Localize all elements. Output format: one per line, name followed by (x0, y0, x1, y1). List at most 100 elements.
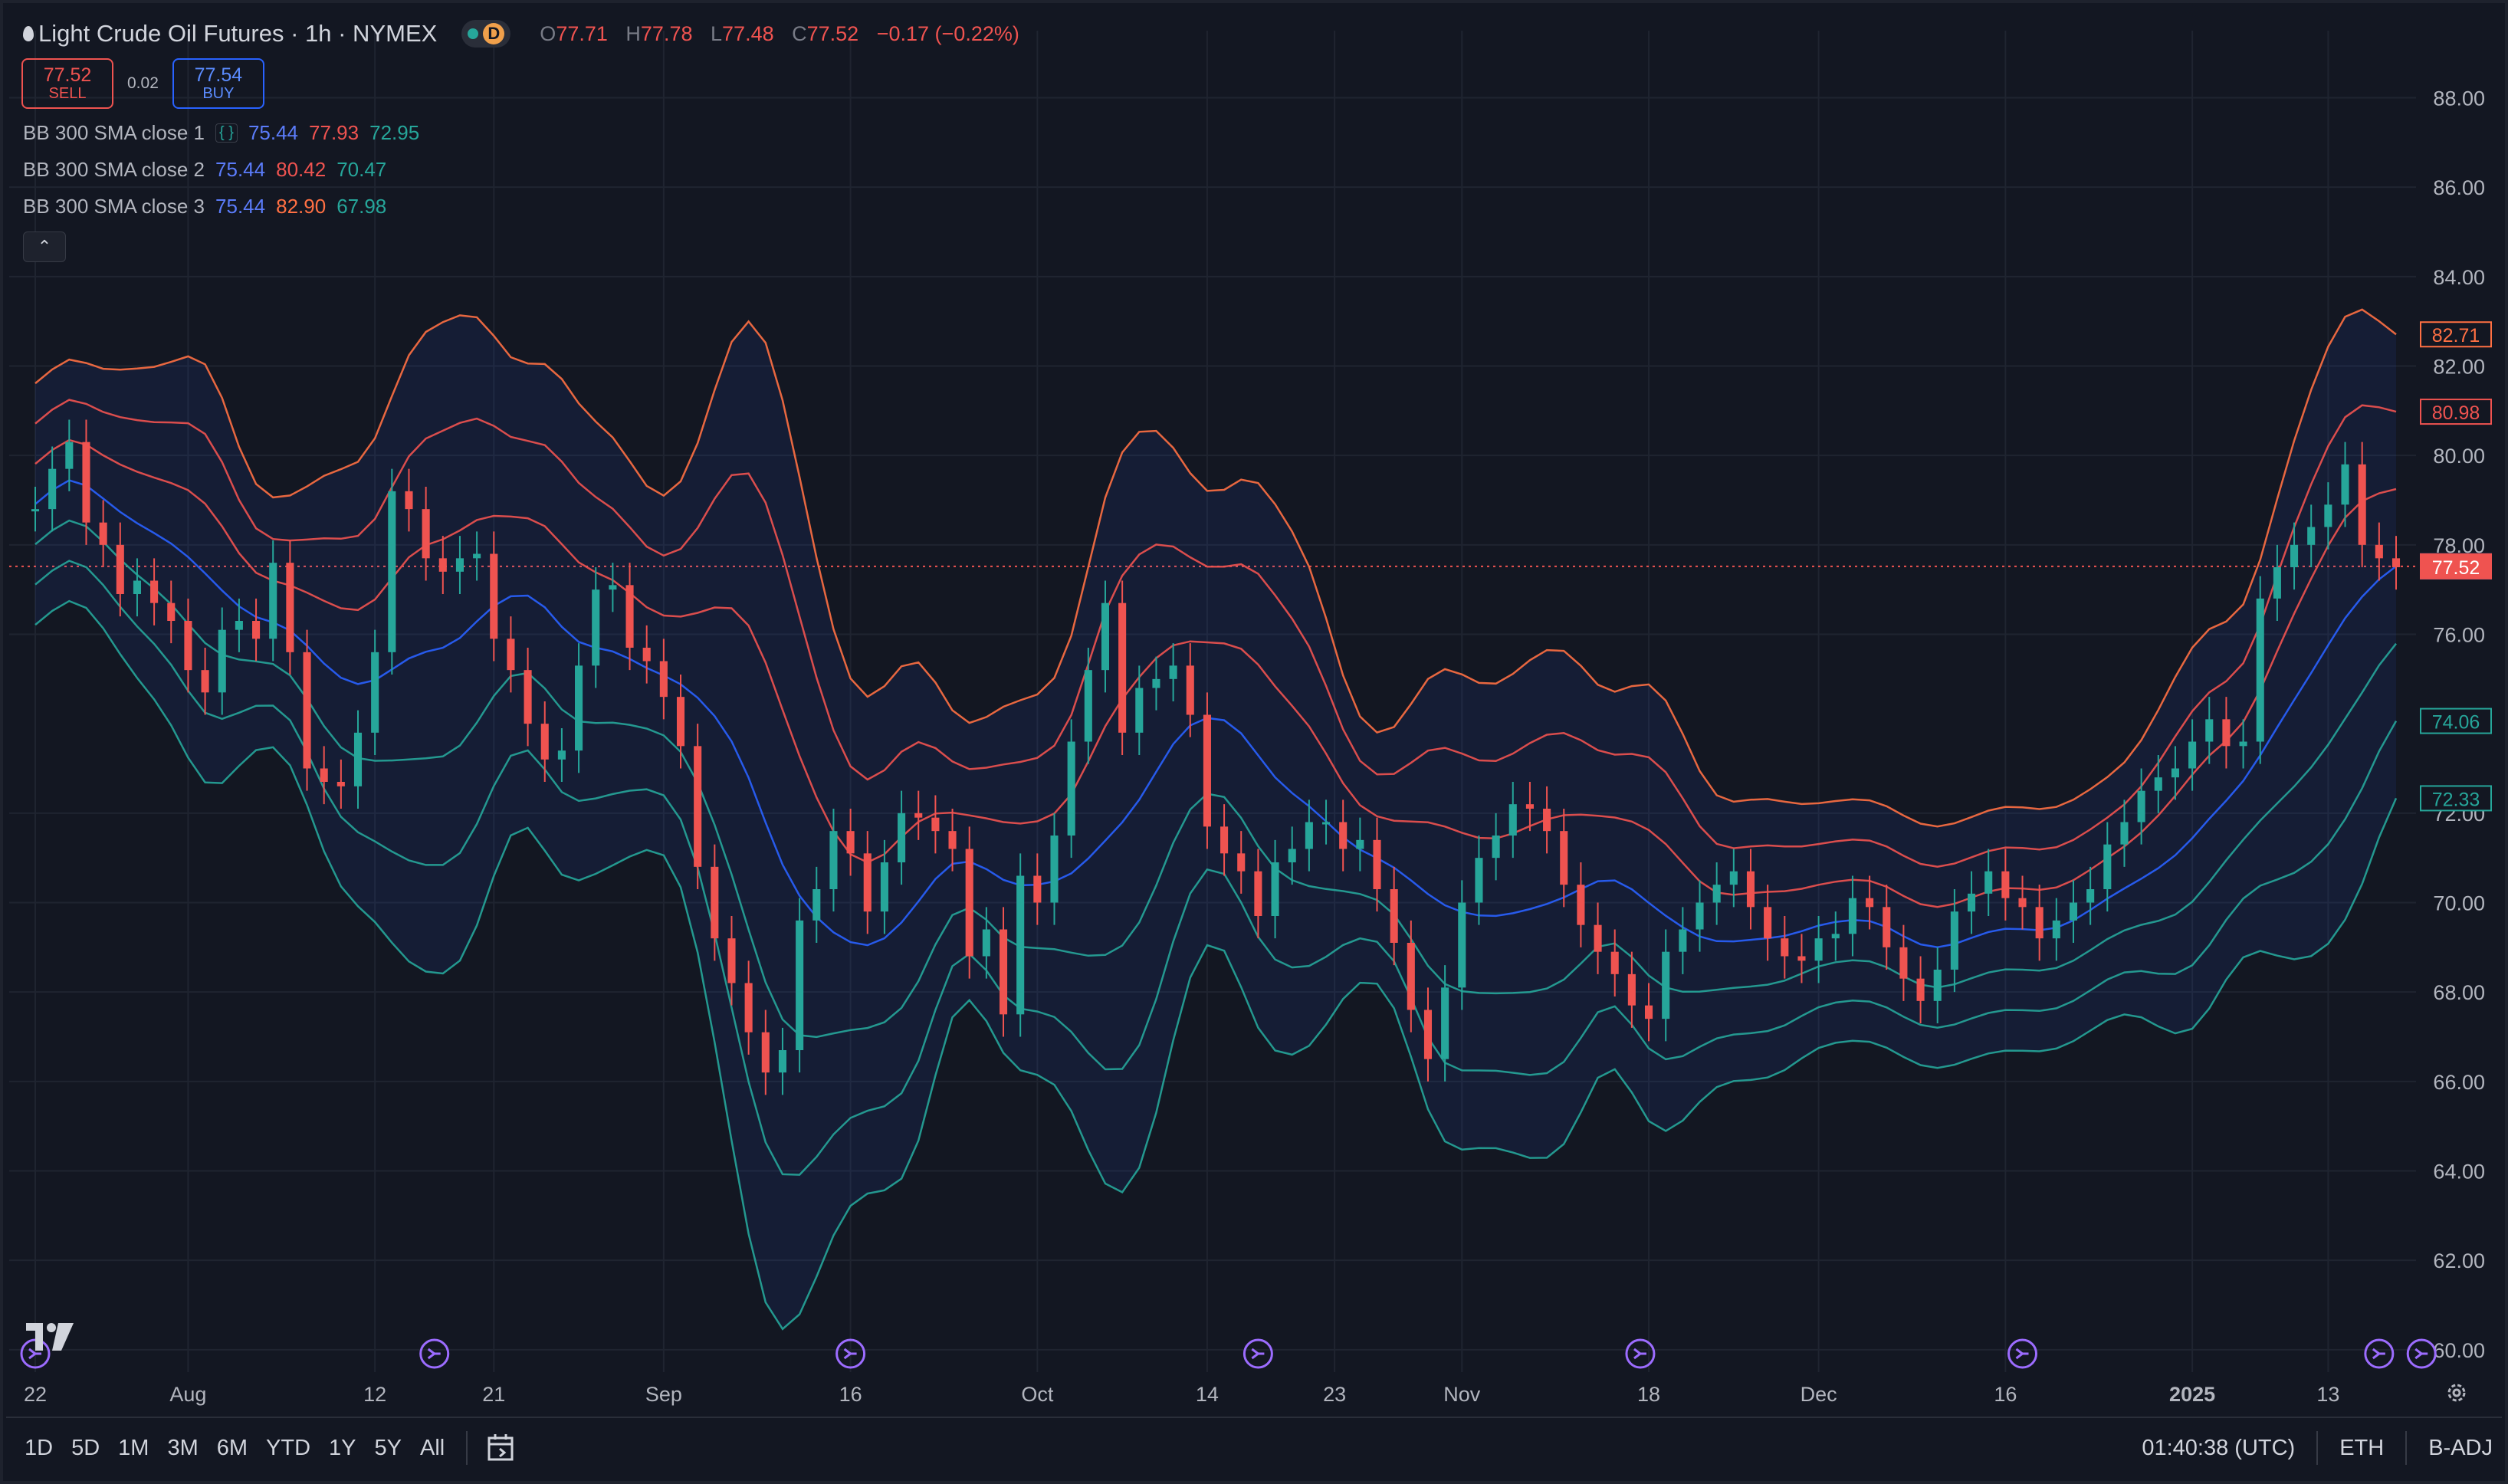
indicator-basis: 75.44 (215, 195, 266, 218)
utc-clock[interactable]: 01:40:38 (UTC) (2142, 1435, 2296, 1460)
range-ytd[interactable]: YTD (266, 1435, 311, 1460)
candle-body (1848, 898, 1856, 934)
indicator-name: BB 300 SMA close 3 (23, 195, 205, 218)
candle-body (2103, 844, 2112, 889)
candle-body (2205, 719, 2214, 742)
candle-body (609, 585, 617, 590)
candle-body (1679, 929, 1687, 952)
tradingview-logo-icon[interactable] (26, 1323, 74, 1351)
time-tick-label: 16 (839, 1383, 862, 1406)
market-status-pill[interactable]: D (461, 20, 511, 48)
candle-body (1169, 665, 1177, 679)
candle-body (150, 580, 159, 603)
candle-body (1797, 956, 1806, 961)
candle-body (1866, 898, 1874, 908)
range-1d[interactable]: 1D (25, 1435, 54, 1460)
candle-body (201, 670, 209, 693)
candle-body (1696, 902, 1704, 930)
candle-body (1390, 889, 1398, 943)
candle-body (1254, 871, 1262, 916)
indicator-legend-2[interactable]: BB 300 SMA close 2 75.44 80.42 70.47 (23, 158, 386, 182)
candle-body (1407, 943, 1415, 1010)
indicator-name: BB 300 SMA close 2 (23, 158, 205, 181)
indicator-lower: 72.95 (369, 121, 420, 144)
session-toggle[interactable]: ETH (2339, 1435, 2385, 1460)
time-tick-label: 14 (1196, 1383, 1219, 1406)
sell-button[interactable]: 77.52 SELL (21, 58, 113, 109)
range-5d[interactable]: 5D (71, 1435, 100, 1460)
symbol-title[interactable]: Light Crude Oil Futures · 1h · NYMEX (23, 20, 437, 48)
chevron-up-icon: ⌃ (37, 237, 52, 256)
candle-body (965, 849, 973, 957)
candle-body (898, 813, 906, 862)
candle-body (1084, 670, 1092, 742)
time-tick-label: Dec (1801, 1383, 1837, 1406)
collapse-legend-button[interactable]: ⌃ (23, 231, 66, 262)
calendar-goto-icon[interactable] (486, 1432, 518, 1464)
event-markers[interactable] (20, 1338, 2437, 1369)
toolbar-divider (2316, 1431, 2319, 1465)
spread-value: 0.02 (127, 74, 159, 92)
range-6m[interactable]: 6M (216, 1435, 248, 1460)
bottom-toolbar: 1D 5D 1M 3M 6M YTD 1Y 5Y All 01:40:38 (U… (6, 1417, 2502, 1478)
candle-body (2018, 898, 2027, 908)
sell-price: 77.52 (43, 64, 92, 87)
candle-body (676, 697, 685, 747)
range-1m[interactable]: 1M (118, 1435, 149, 1460)
candle-body (1594, 924, 1602, 952)
event-marker-arrow (2414, 1348, 2424, 1360)
candle-body (863, 853, 872, 912)
time-tick-label: Oct (1021, 1383, 1054, 1406)
event-marker-icon (835, 1338, 866, 1369)
candle-body (455, 558, 465, 572)
candle-body (218, 629, 226, 693)
symbol-title-text: Light Crude Oil Futures · 1h · NYMEX (38, 20, 438, 47)
candle-body (1627, 973, 1636, 1006)
candle-body (1916, 978, 1925, 1001)
sell-label: SELL (48, 84, 87, 102)
upper-band-3 (34, 308, 2397, 828)
upper-band-3-tag (2420, 321, 2492, 348)
candle-body (846, 831, 855, 854)
time-tick-label: 2025 (2169, 1383, 2215, 1406)
price-tick-label: 62.00 (2433, 1249, 2485, 1272)
indicator-basis: 75.44 (248, 121, 299, 144)
indicator-upper: 82.90 (276, 195, 327, 218)
source-code-icon[interactable]: { } (215, 123, 238, 143)
adjustment-toggle[interactable]: B-ADJ (2428, 1435, 2493, 1460)
candle-body (65, 442, 74, 469)
price-tick-label: 60.00 (2433, 1339, 2485, 1362)
range-1y[interactable]: 1Y (329, 1435, 356, 1460)
candle-body (2188, 741, 2197, 769)
candle-body (1016, 875, 1025, 1015)
candle-body (2035, 907, 2043, 939)
upper-band-2 (34, 399, 2397, 868)
candle-body (320, 768, 328, 782)
candle-body (761, 1032, 770, 1073)
range-5y[interactable]: 5Y (374, 1435, 402, 1460)
range-3m[interactable]: 3M (167, 1435, 199, 1460)
candle-body (1899, 947, 1908, 979)
bollinger-bands (34, 308, 2398, 1331)
candle-body (727, 938, 736, 983)
candle-body (2358, 464, 2366, 545)
event-marker-icon (1625, 1338, 1656, 1369)
buy-label: BUY (202, 84, 235, 102)
buy-button[interactable]: 77.54 BUY (172, 58, 264, 109)
indicator-legend-3[interactable]: BB 300 SMA close 3 75.44 82.90 67.98 (23, 195, 386, 218)
candle-body (438, 558, 447, 572)
price-tick-label: 82.00 (2433, 356, 2485, 379)
range-all[interactable]: All (420, 1435, 445, 1460)
candle-body (1237, 853, 1246, 872)
indicator-legend-1[interactable]: BB 300 SMA close 1 { } 75.44 77.93 72.95 (23, 121, 419, 145)
candle-body (642, 648, 651, 662)
time-axis[interactable]: 22 Aug 12 21 Sep 16 Oct 14 23 Nov 18 Dec 16 2025 13 (24, 1383, 2339, 1406)
lower-band-1 (34, 519, 2397, 1039)
lower-band-2-tag (2420, 708, 2492, 734)
candle-body (2239, 741, 2247, 747)
settings-gear-icon[interactable] (2445, 1381, 2468, 1404)
price-tick-label: 70.00 (2433, 892, 2485, 915)
candle-body (1781, 938, 1789, 957)
candle-body (1644, 1005, 1653, 1019)
